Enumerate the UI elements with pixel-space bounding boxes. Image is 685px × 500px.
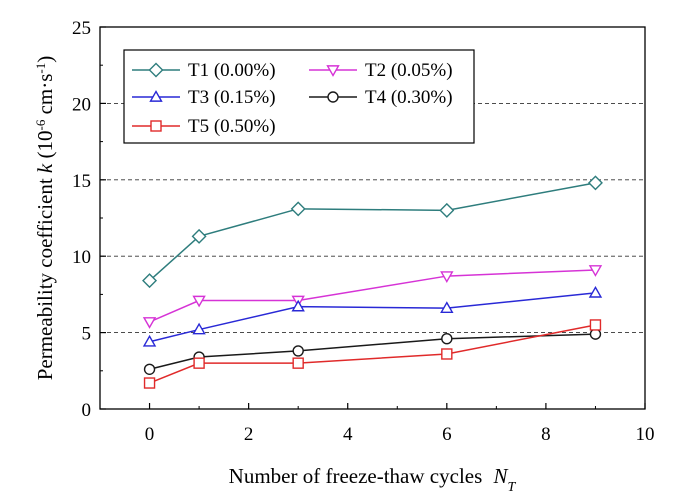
series-2	[142, 265, 603, 329]
data-point	[291, 299, 305, 312]
legend-marker	[327, 91, 339, 103]
y-tick-label: 10	[72, 247, 91, 268]
data-point	[439, 202, 455, 218]
legend-entries: T1 (0.00%) T2 (0.05%) T3 (0.15%) T4 (0.30%)…	[132, 60, 453, 137]
data-point	[440, 301, 454, 313]
data-point	[441, 333, 453, 345]
data-point	[143, 377, 156, 389]
legend-marker	[150, 120, 162, 132]
x-tick-label: 8	[541, 424, 551, 445]
data-point	[192, 322, 206, 335]
data-point	[143, 363, 156, 375]
legend-entry: T1 (0.00%)	[132, 60, 276, 81]
data-point	[441, 348, 453, 360]
y-tick-label: 15	[72, 171, 91, 192]
y-tick-label: 5	[82, 324, 92, 345]
data-point	[192, 295, 206, 308]
data-point	[589, 319, 602, 331]
x-tick-label: 6	[442, 424, 452, 445]
x-tick-label: 2	[244, 424, 254, 445]
data-point	[290, 201, 306, 217]
legend-entry: T4 (0.30%)	[309, 87, 453, 108]
series-layer	[142, 175, 603, 389]
series-5	[143, 319, 602, 389]
series-3	[142, 285, 603, 347]
data-point	[292, 345, 304, 357]
data-point	[142, 334, 157, 347]
series-4	[143, 328, 602, 375]
data-point	[440, 271, 454, 283]
series-1	[142, 175, 603, 289]
x-tick-label: 10	[636, 424, 655, 445]
legend-entry: T5 (0.50%)	[132, 116, 276, 137]
data-point	[193, 357, 205, 369]
y-tick-label: 20	[72, 94, 91, 115]
data-point	[588, 265, 603, 277]
legend-entry: T2 (0.05%)	[309, 60, 453, 81]
series-line	[149, 333, 596, 371]
x-tick-label: 4	[343, 424, 353, 445]
data-point	[292, 357, 304, 369]
legend-box	[123, 49, 475, 144]
x-tick-label: 0	[145, 424, 155, 445]
x-axis-title: Number of freeze-thaw cycles NT	[229, 464, 517, 495]
legend-entry: T3 (0.15%)	[132, 87, 276, 108]
data-point	[588, 285, 603, 298]
legend-label: T2 (0.05%)	[365, 60, 453, 81]
legend: T1 (0.00%) T2 (0.05%) T3 (0.15%) T4 (0.30%)…	[123, 49, 475, 144]
data-point	[587, 175, 603, 191]
y-tick-label: 25	[72, 18, 91, 39]
legend-marker	[326, 65, 340, 77]
legend-marker	[148, 62, 164, 78]
legend-label: T1 (0.00%)	[188, 60, 276, 81]
data-point	[142, 273, 158, 289]
legend-marker	[149, 90, 163, 102]
legend-label: T5 (0.50%)	[188, 116, 276, 137]
data-point	[191, 228, 207, 244]
series-line	[149, 182, 596, 282]
ticks-layer: 0 2 4 6 8 10 0 5 10 15 20 25	[72, 18, 655, 445]
series-line	[149, 269, 596, 323]
series-line	[149, 324, 596, 384]
y-tick-label: 0	[82, 400, 92, 421]
legend-label: T3 (0.15%)	[188, 87, 276, 108]
data-point	[142, 317, 157, 329]
y-axis-title: Permeability coefficient k (10-6 cm·s-1)	[33, 56, 58, 381]
legend-label: T4 (0.30%)	[365, 87, 453, 108]
